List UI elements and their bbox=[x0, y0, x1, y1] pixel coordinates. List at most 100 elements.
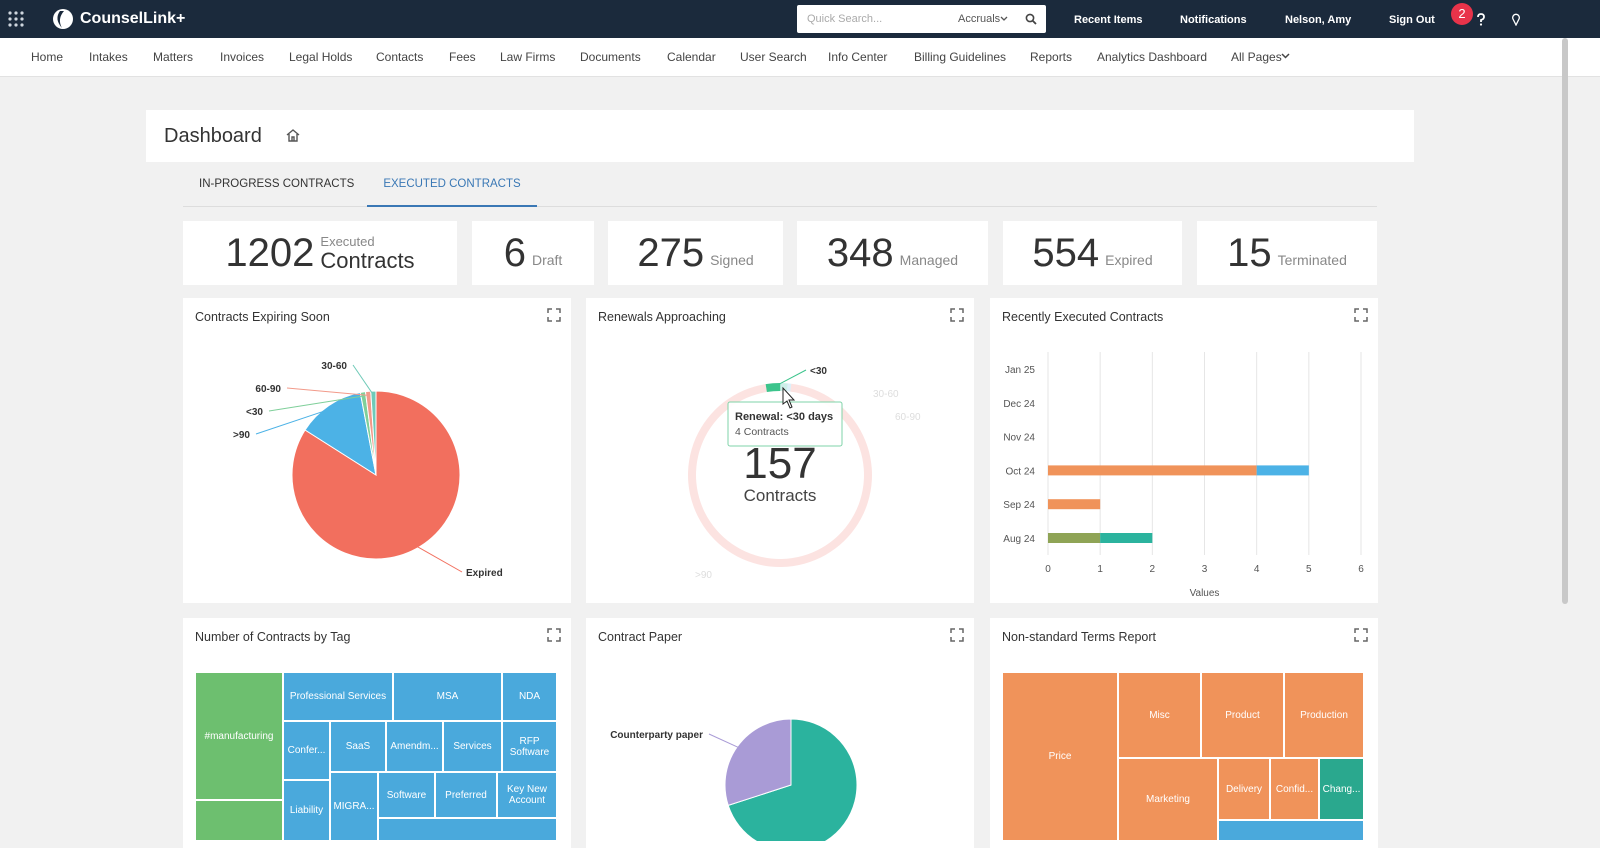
kpi-card: 6 Draft bbox=[472, 221, 594, 285]
kpi-value: 15 bbox=[1227, 230, 1272, 275]
help-icon[interactable] bbox=[1476, 13, 1486, 26]
top-link[interactable]: Recent Items bbox=[1074, 14, 1143, 26]
search-box[interactable]: Quick Search... Accruals bbox=[797, 5, 1046, 33]
treemap-cell: #manufacturing bbox=[195, 672, 283, 800]
expand-glyph bbox=[547, 308, 561, 322]
apps-icon[interactable] bbox=[8, 11, 24, 27]
expand-glyph bbox=[950, 628, 964, 642]
nav-item[interactable]: Billing Guidelines bbox=[914, 50, 1007, 64]
tab-underline bbox=[367, 205, 537, 207]
search-icon[interactable] bbox=[1025, 13, 1037, 25]
nav-item[interactable]: Law Firms bbox=[500, 50, 556, 64]
treemap-cell: Professional Services bbox=[283, 672, 393, 721]
search-scope[interactable]: Accruals bbox=[958, 13, 1001, 25]
nav-item[interactable]: All Pages bbox=[1231, 50, 1282, 64]
tab-divider bbox=[183, 206, 1377, 207]
nav-bar bbox=[0, 38, 1600, 77]
nav-item[interactable]: Documents bbox=[580, 50, 641, 64]
treemap-filler bbox=[195, 800, 283, 841]
kpi-card: 348 Managed bbox=[797, 221, 988, 285]
expand-glyph bbox=[950, 308, 964, 322]
notification-badge[interactable]: 2 bbox=[1451, 3, 1473, 25]
top-link[interactable]: Notifications bbox=[1180, 14, 1247, 26]
nav-item[interactable]: Matters bbox=[153, 50, 194, 64]
kpi-card: 554 Expired bbox=[1003, 221, 1182, 285]
scrollbar[interactable] bbox=[1562, 38, 1568, 604]
header-card: Dashboard bbox=[146, 110, 1414, 162]
top-bar: CounselLink+ Quick Search... Accruals Re… bbox=[0, 0, 1600, 38]
kpi-value: 275 bbox=[637, 230, 705, 275]
chevron bbox=[1281, 53, 1290, 59]
widget-title: Contracts Expiring Soon bbox=[195, 310, 330, 324]
expand-glyph bbox=[1354, 308, 1368, 322]
kpi-label: Draft bbox=[531, 252, 563, 268]
treemap-cell: Price bbox=[1002, 672, 1118, 841]
top-link[interactable]: Sign Out bbox=[1389, 14, 1435, 26]
widget-title: Contract Paper bbox=[598, 630, 683, 644]
kpi-card: 275 Signed bbox=[608, 221, 783, 285]
widget-card: Contracts Expiring Soon bbox=[183, 298, 571, 603]
nav-item[interactable]: Legal Holds bbox=[289, 50, 353, 64]
treemap-cell: Misc bbox=[1118, 672, 1201, 758]
home-icon[interactable] bbox=[285, 128, 301, 143]
expand-icon[interactable] bbox=[547, 628, 561, 642]
tab[interactable]: IN-PROGRESS CONTRACTS bbox=[199, 178, 355, 190]
expand-icon[interactable] bbox=[1354, 628, 1368, 642]
kpi-value: 1202 bbox=[225, 230, 315, 275]
treemap-filler bbox=[1218, 820, 1364, 841]
treemap-cell: Preferred bbox=[435, 772, 497, 818]
treemap-cell: Software bbox=[378, 772, 435, 818]
treemap-cell: MIGRA... bbox=[330, 772, 378, 841]
widget-title: Non-standard Terms Report bbox=[1002, 630, 1157, 644]
expand-icon[interactable] bbox=[950, 628, 964, 642]
nav-item[interactable]: Analytics Dashboard bbox=[1097, 50, 1208, 64]
page-title: Dashboard bbox=[164, 125, 262, 147]
treemap-cell: Confid... bbox=[1270, 758, 1319, 820]
treemap-cell: Amendm... bbox=[386, 721, 443, 772]
treemap-cell: Liability bbox=[283, 780, 330, 841]
expand-glyph bbox=[1354, 628, 1368, 642]
expand-icon[interactable] bbox=[950, 308, 964, 322]
treemap-cell: SaaS bbox=[330, 721, 386, 772]
widget-title: Renewals Approaching bbox=[598, 310, 726, 324]
nav-item[interactable]: Reports bbox=[1030, 50, 1073, 64]
chevron bbox=[1000, 16, 1008, 21]
treemap-cell: Chang... bbox=[1319, 758, 1364, 820]
tab[interactable]: EXECUTED CONTRACTS bbox=[383, 178, 521, 190]
treemap-cell: NDA bbox=[502, 672, 557, 721]
nav-item[interactable]: Calendar bbox=[667, 50, 716, 64]
nav-item[interactable]: Fees bbox=[449, 50, 476, 64]
search-placeholder: Quick Search... bbox=[807, 13, 883, 25]
widget-card: Contract Paper bbox=[586, 618, 974, 848]
nav-item[interactable]: User Search bbox=[740, 50, 807, 64]
nav-item[interactable]: Invoices bbox=[220, 50, 265, 64]
nav-item[interactable]: Info Center bbox=[828, 50, 888, 64]
kpi-label-stack: Executed Contracts bbox=[320, 235, 414, 272]
widget-card: Recently Executed Contracts bbox=[990, 298, 1378, 603]
treemap-cell: Product bbox=[1201, 672, 1284, 758]
expand-icon[interactable] bbox=[1354, 308, 1368, 322]
kpi-card: 15 Terminated bbox=[1197, 221, 1377, 285]
nav-item[interactable]: Contacts bbox=[376, 50, 424, 64]
kpi-value: 348 bbox=[826, 230, 894, 275]
pin-icon[interactable] bbox=[1511, 13, 1521, 26]
top-link[interactable]: Nelson, Amy bbox=[1285, 14, 1352, 26]
nav-item[interactable]: Intakes bbox=[89, 50, 128, 64]
brand[interactable]: CounselLink+ bbox=[80, 10, 186, 27]
nav-item[interactable]: Home bbox=[31, 50, 64, 64]
treemap-cell: Key New Account bbox=[497, 772, 557, 818]
treemap-cell: Confer... bbox=[283, 721, 330, 780]
kpi-value: 6 bbox=[503, 230, 526, 275]
treemap-cell: Production bbox=[1284, 672, 1364, 758]
kpi-caption: Executed bbox=[320, 233, 375, 249]
treemap-cell: MSA bbox=[393, 672, 502, 721]
expand-glyph bbox=[547, 628, 561, 642]
kpi-card: 1202 Executed Contracts bbox=[183, 221, 457, 285]
treemap-filler bbox=[378, 818, 557, 841]
treemap-cell: Delivery bbox=[1218, 758, 1270, 820]
expand-icon[interactable] bbox=[547, 308, 561, 322]
treemap-cell: Marketing bbox=[1118, 758, 1218, 841]
kpi-label: Contracts bbox=[320, 247, 415, 273]
treemap-cell: Services bbox=[443, 721, 502, 772]
